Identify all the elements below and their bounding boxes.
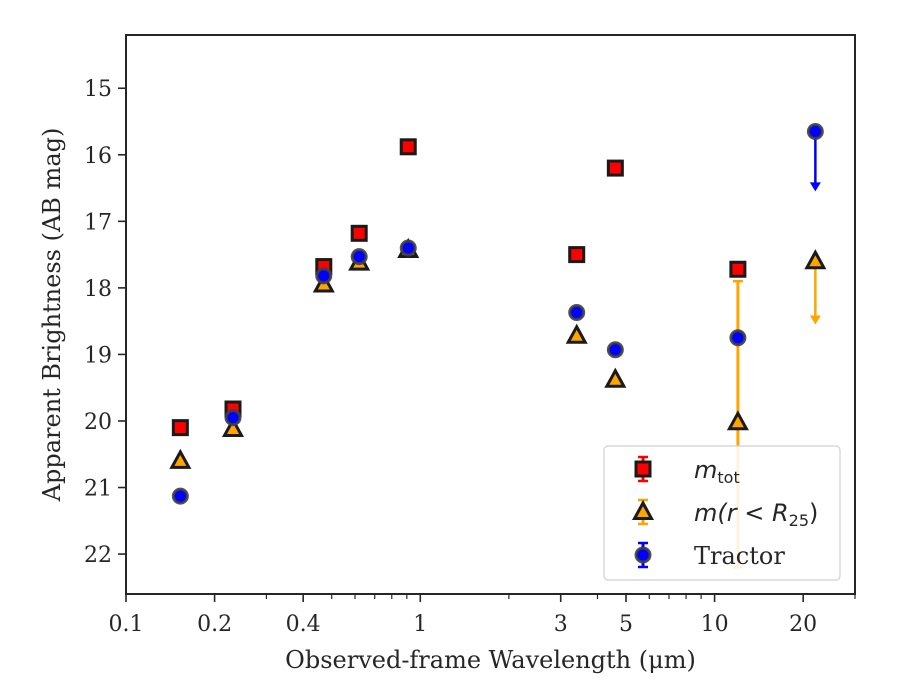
y-tick-label: 15 xyxy=(84,77,112,102)
data-point-square xyxy=(568,246,586,264)
legend-marker-square xyxy=(634,460,652,478)
legend-label-main: m xyxy=(694,456,717,484)
data-point-square xyxy=(171,419,189,437)
legend-label: m(r < R25) xyxy=(694,499,818,530)
data-point-triangle xyxy=(604,367,627,388)
data-point-circle xyxy=(315,267,333,285)
y-tick-label: 21 xyxy=(84,477,112,502)
y-axis-label: Apparent Brightness (AB mag) xyxy=(38,128,66,503)
data-point-triangle xyxy=(221,416,245,437)
data-point-square xyxy=(350,224,368,242)
data-point-circle xyxy=(729,329,747,347)
plot-frame xyxy=(125,34,856,595)
y-tick-label: 17 xyxy=(84,210,112,235)
series-2 xyxy=(171,122,824,505)
upper-limit-arrow-head xyxy=(809,182,821,192)
data-point-circle xyxy=(350,248,368,266)
legend-label-subscript: 25 xyxy=(789,511,809,530)
legend-marker-circle xyxy=(634,546,652,564)
data-point-triangle xyxy=(726,410,749,431)
legend-label-main: m(r < R xyxy=(694,499,789,527)
chart-axes: 0.1 0.2 0.4 1 3 5 10 20 15 16 17 18 19 20 21 22 xyxy=(84,77,856,637)
legend-label-tail: ) xyxy=(809,499,818,527)
y-tick-label: 22 xyxy=(84,543,112,568)
data-point-triangle xyxy=(804,249,827,270)
x-tick-label: 3 xyxy=(554,612,568,637)
data-point-triangle xyxy=(565,323,588,344)
x-axis-label: Observed-frame Wavelength (μm) xyxy=(285,646,696,674)
data-point-circle xyxy=(224,409,242,427)
y-tick-label: 19 xyxy=(84,343,112,368)
x-tick-label: 5 xyxy=(619,612,633,637)
legend-label: Tractor xyxy=(694,542,785,570)
x-tick-label: 0.1 xyxy=(109,612,144,637)
data-point-circle xyxy=(606,341,624,359)
x-tick-label: 1 xyxy=(413,612,427,637)
series-0 xyxy=(171,138,747,437)
legend-label: mtot xyxy=(694,456,740,487)
y-tick-label: 18 xyxy=(84,277,112,302)
y-tick-label: 20 xyxy=(84,410,112,435)
legend: mtot m(r < R25) Tractor xyxy=(603,445,841,581)
x-tick-label: 10 xyxy=(701,612,729,637)
data-point-square xyxy=(399,138,417,156)
y-tick-label: 16 xyxy=(84,144,112,169)
legend-box xyxy=(603,445,841,581)
data-point-circle xyxy=(399,239,417,257)
legend-label-subscript: tot xyxy=(717,468,739,487)
data-point-square xyxy=(729,260,747,278)
upper-limit-arrow-head xyxy=(809,315,821,325)
data-point-circle xyxy=(568,304,586,322)
x-tick-label: 20 xyxy=(789,612,817,637)
data-point-circle xyxy=(171,487,189,505)
data-point-triangle xyxy=(169,448,192,469)
data-point-circle xyxy=(806,122,824,140)
data-point-square xyxy=(606,159,624,177)
legend-marker-triangle xyxy=(631,499,655,520)
x-tick-label: 0.2 xyxy=(197,612,232,637)
x-tick-label: 0.4 xyxy=(286,612,321,637)
